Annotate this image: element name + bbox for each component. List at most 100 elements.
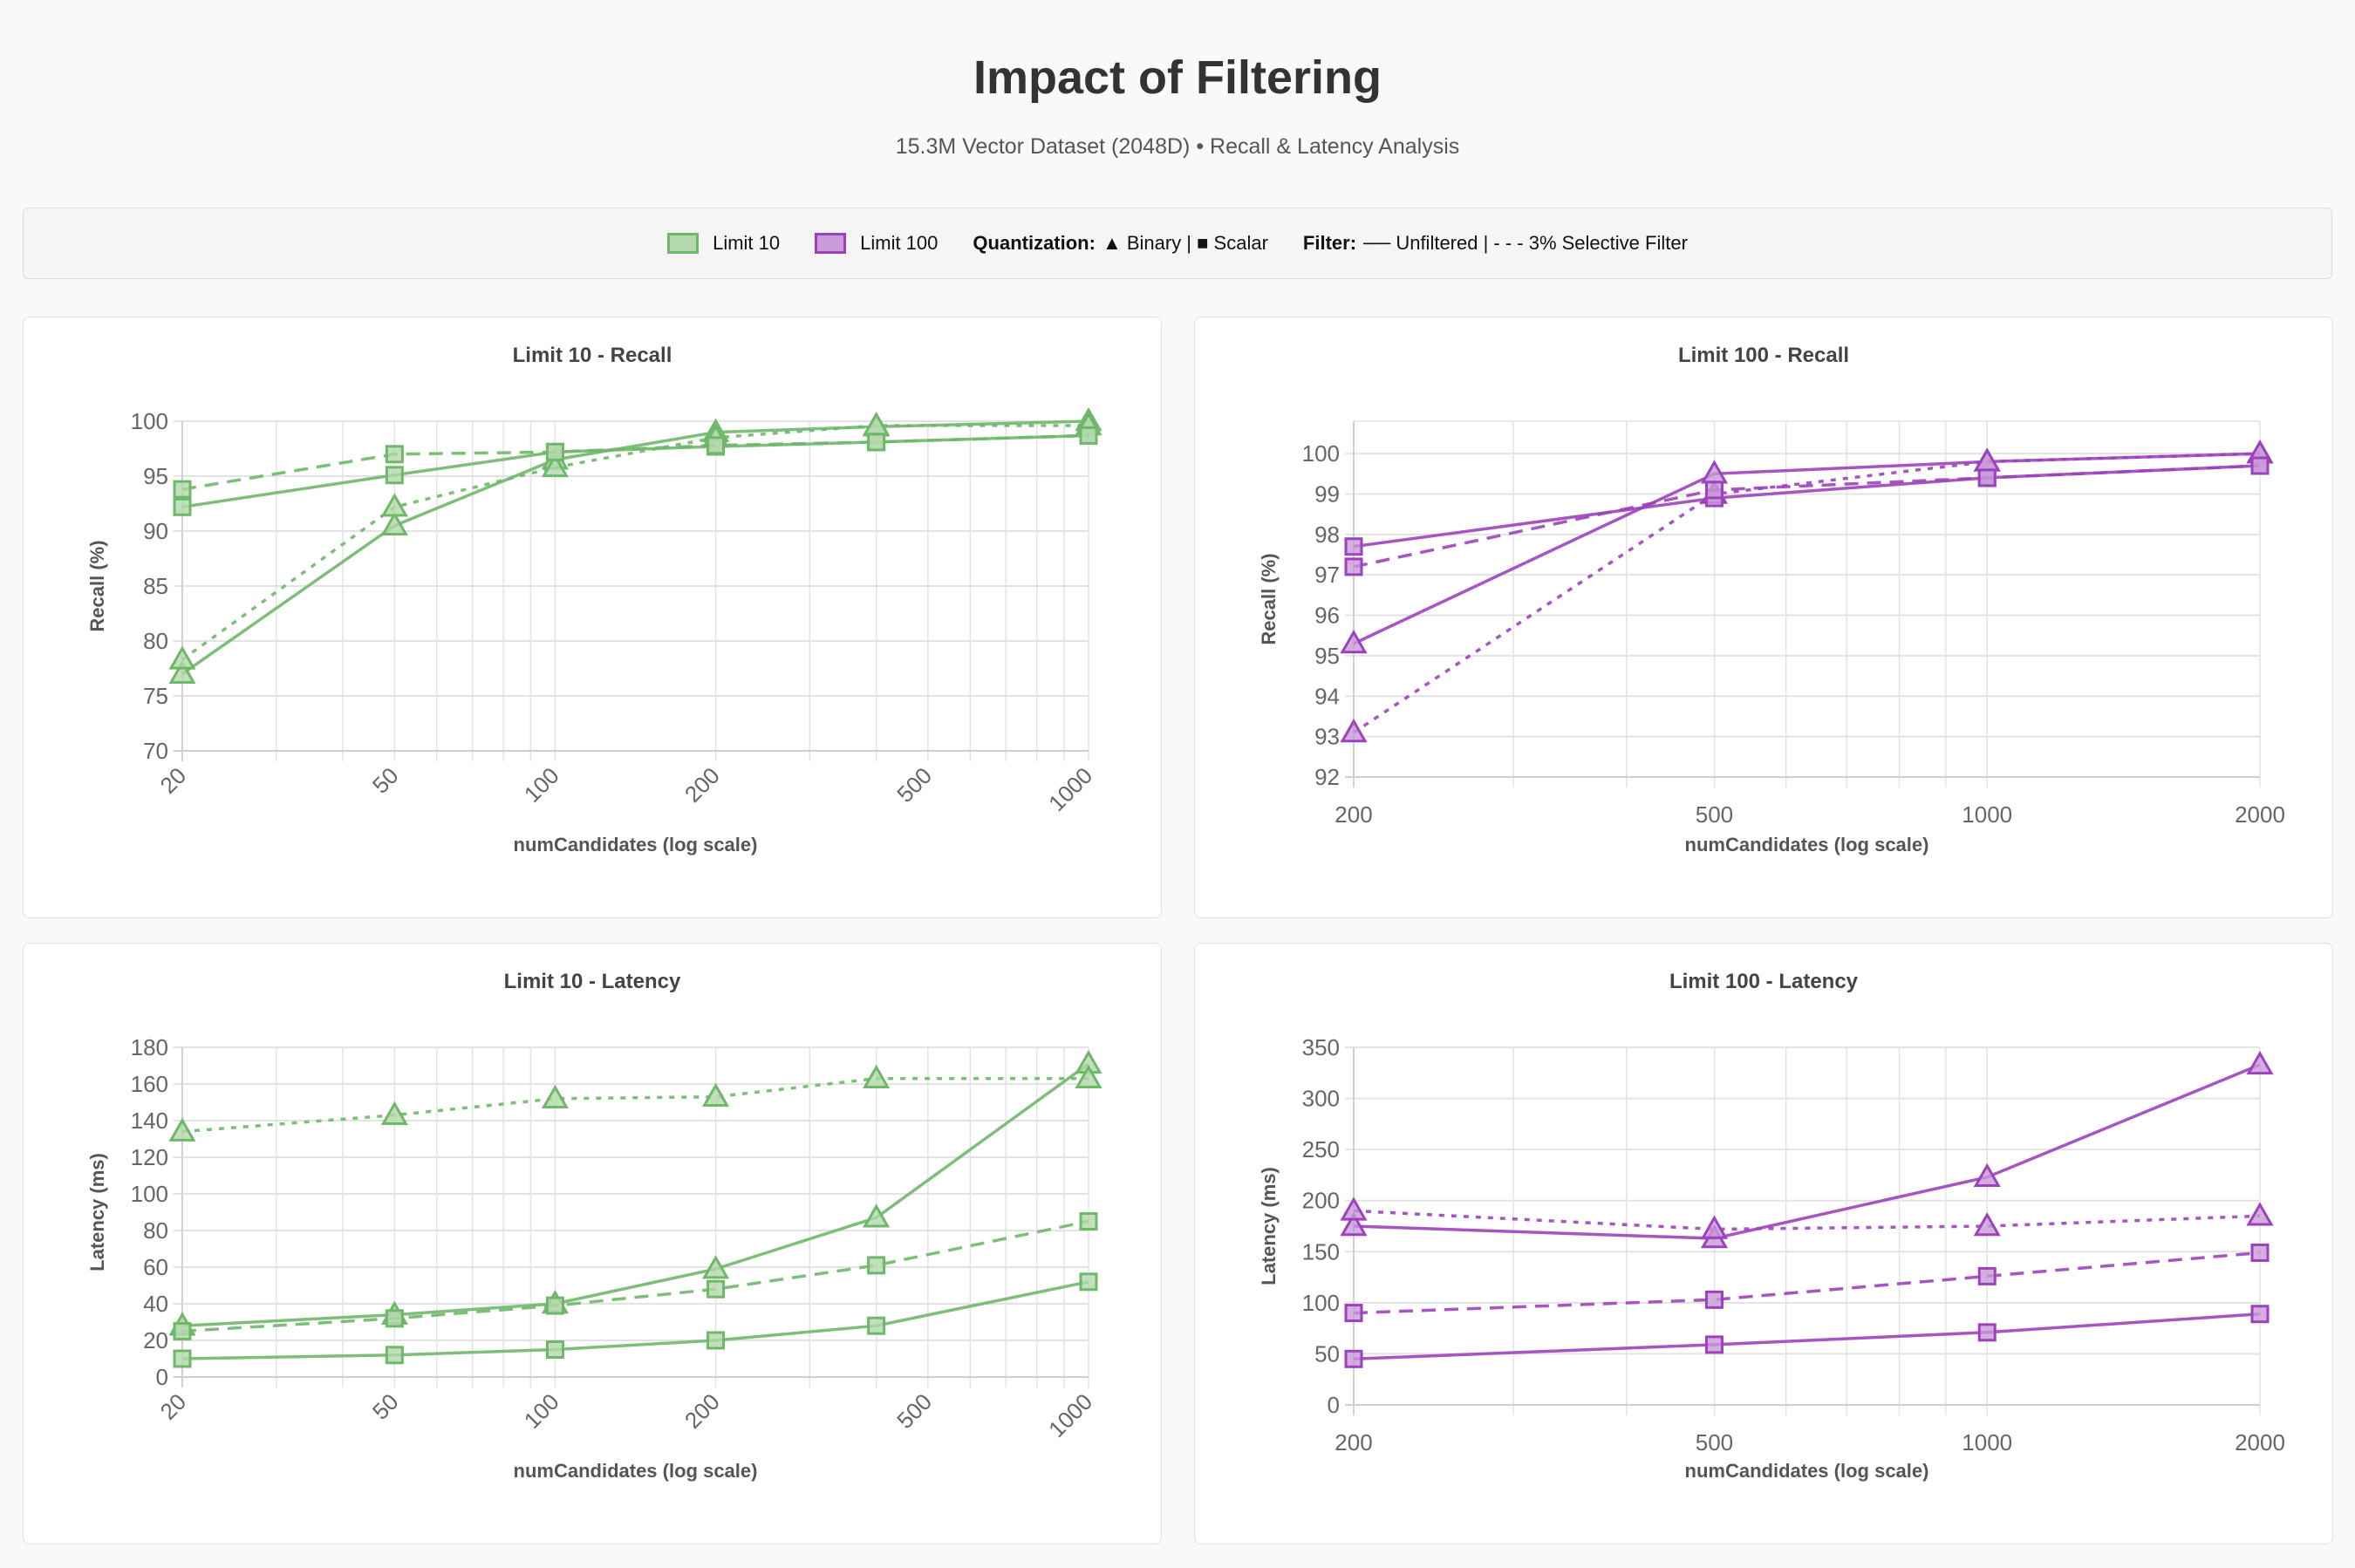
y-tick-label: 40	[143, 1291, 168, 1317]
data-point-scalar-unfiltered	[1704, 1335, 1724, 1354]
x-tick-label: 20	[155, 1388, 192, 1425]
y-tick-label: 100	[131, 408, 168, 434]
x-axis-label: numCandidates (log scale)	[1685, 1460, 1929, 1482]
data-point-binary-unfiltered	[168, 659, 196, 685]
data-point-scalar-filtered	[867, 433, 886, 452]
x-tick-label: 1000	[1962, 1429, 2012, 1456]
chart-limit10-recall: 70 75 80 85 90 95 100 20 50 100 200 500 1000 numCandi…	[86, 406, 1102, 856]
x-tick-label: 200	[679, 762, 725, 808]
chart-title: Limit 100 - Recall	[1677, 344, 1850, 367]
legend-item-limit100: Limit 100	[815, 232, 938, 255]
x-axis-label: numCandidates (log scale)	[514, 1460, 758, 1482]
y-tick-label: 90	[143, 518, 168, 544]
x-tick-label: 500	[891, 1388, 937, 1434]
series-line-binary-unfiltered	[1353, 1063, 2261, 1240]
data-point-binary-filtered	[2246, 1202, 2274, 1226]
legend-quant-label: Quantization:	[973, 232, 1096, 254]
data-point-scalar-filtered	[2250, 1243, 2270, 1262]
y-axis-label: Recall (%)	[1258, 553, 1280, 644]
y-tick-label: 350	[1302, 1034, 1340, 1060]
data-point-binary-unfiltered	[1340, 629, 1368, 654]
x-axis-label: numCandidates (log scale)	[514, 834, 758, 856]
y-tick-label: 97	[1314, 562, 1340, 588]
data-point-binary-filtered	[1340, 1196, 1368, 1221]
data-point-scalar-filtered	[173, 480, 192, 499]
series-line-binary-filtered	[181, 1076, 1089, 1134]
chart-limit100-recall: 92 93 94 95 96 97 98 99 100 200 500 1000 2000 numCand…	[1258, 420, 2285, 856]
data-point-binary-unfiltered	[701, 1255, 730, 1279]
chart-title: Limit 100 - Latency	[1669, 970, 1859, 993]
series-line-binary-filtered	[1353, 1209, 2261, 1231]
chart-panel-limit10-latency: Limit 10 - Latency 0 20 40 60 80 100 120 140 160…	[23, 943, 1162, 1544]
data-point-binary-unfiltered	[863, 1203, 891, 1228]
legend-swatch-limit10	[667, 233, 700, 254]
data-point-scalar-filtered	[1344, 1304, 1363, 1323]
data-point-scalar-filtered	[706, 436, 726, 455]
data-point-binary-filtered	[380, 1101, 408, 1125]
y-tick-label: 0	[156, 1364, 168, 1390]
data-point-scalar-filtered	[1079, 426, 1098, 445]
x-tick-label: 100	[519, 1388, 564, 1434]
y-tick-label: 140	[131, 1108, 168, 1134]
y-tick-label: 100	[1302, 1290, 1340, 1316]
x-tick-label: 2000	[2235, 1429, 2285, 1456]
y-tick-label: 60	[143, 1254, 168, 1280]
y-tick-label: 93	[1314, 724, 1340, 750]
y-tick-label: 100	[1302, 440, 1340, 467]
x-tick-label: 500	[891, 762, 937, 808]
legend-label-limit100: Limit 100	[860, 232, 939, 254]
legend-item-limit10: Limit 10	[667, 232, 780, 255]
data-point-binary-filtered	[1340, 718, 1368, 743]
data-point-scalar-filtered	[385, 445, 404, 464]
data-point-binary-filtered	[863, 1064, 891, 1088]
y-axis-label: Recall (%)	[86, 540, 108, 631]
y-tick-label: 99	[1314, 481, 1340, 507]
series-line-binary-filtered	[181, 424, 1089, 661]
y-tick-label: 85	[143, 573, 168, 599]
y-tick-label: 120	[131, 1144, 168, 1170]
data-point-scalar-filtered	[706, 1279, 726, 1299]
data-point-scalar-filtered	[173, 1322, 192, 1340]
data-point-binary-filtered	[1700, 1215, 1729, 1239]
data-point-scalar-filtered	[545, 1296, 564, 1315]
data-point-scalar-unfiltered	[2250, 1305, 2270, 1324]
data-point-scalar-unfiltered	[545, 1340, 564, 1359]
data-point-scalar-unfiltered	[867, 1316, 886, 1335]
legend-quant-text: ▲ Binary | ■ Scalar	[1102, 232, 1268, 254]
y-tick-label: 300	[1302, 1086, 1340, 1112]
series-line-scalar-filtered	[1353, 464, 2261, 569]
y-tick-label: 80	[143, 628, 168, 654]
series-line-binary-unfiltered	[181, 419, 1089, 676]
y-tick-label: 150	[1302, 1238, 1340, 1265]
y-tick-label: 200	[1302, 1188, 1340, 1214]
data-point-binary-unfiltered	[2246, 1050, 2274, 1075]
series-line-scalar-filtered	[181, 433, 1089, 491]
x-tick-label: 500	[1696, 801, 1733, 828]
data-point-scalar-filtered	[1977, 1266, 1997, 1285]
data-point-scalar-filtered	[1704, 481, 1724, 500]
data-point-binary-filtered	[1075, 1064, 1102, 1088]
y-tick-label: 75	[143, 683, 168, 709]
x-tick-label: 200	[1334, 1429, 1372, 1456]
series-line-binary-filtered	[1353, 452, 2261, 734]
legend: Limit 10 Limit 100 Quantization: ▲ Binar…	[23, 208, 2332, 279]
data-point-scalar-filtered	[2250, 456, 2270, 475]
series-line-binary-unfiltered	[181, 1062, 1090, 1327]
y-tick-label: 20	[143, 1327, 168, 1353]
y-tick-label: 92	[1314, 764, 1340, 790]
data-point-binary-filtered	[1973, 1211, 2001, 1237]
y-tick-label: 98	[1314, 522, 1340, 548]
page-title: Impact of Filtering	[973, 51, 1382, 104]
y-tick-label: 80	[143, 1217, 168, 1244]
data-point-scalar-unfiltered	[1344, 1349, 1363, 1368]
data-point-scalar-filtered	[1079, 1212, 1098, 1231]
data-point-scalar-unfiltered	[385, 1346, 404, 1365]
x-tick-label: 100	[519, 762, 564, 808]
data-point-binary-unfiltered	[380, 511, 408, 535]
series-line-scalar-unfiltered	[181, 1280, 1089, 1360]
x-tick-label: 20	[155, 762, 192, 799]
page-subtitle: 15.3M Vector Dataset (2048D) • Recall & …	[895, 134, 1460, 159]
data-point-binary-unfiltered	[1340, 1211, 1368, 1237]
data-point-scalar-unfiltered	[173, 1349, 192, 1368]
